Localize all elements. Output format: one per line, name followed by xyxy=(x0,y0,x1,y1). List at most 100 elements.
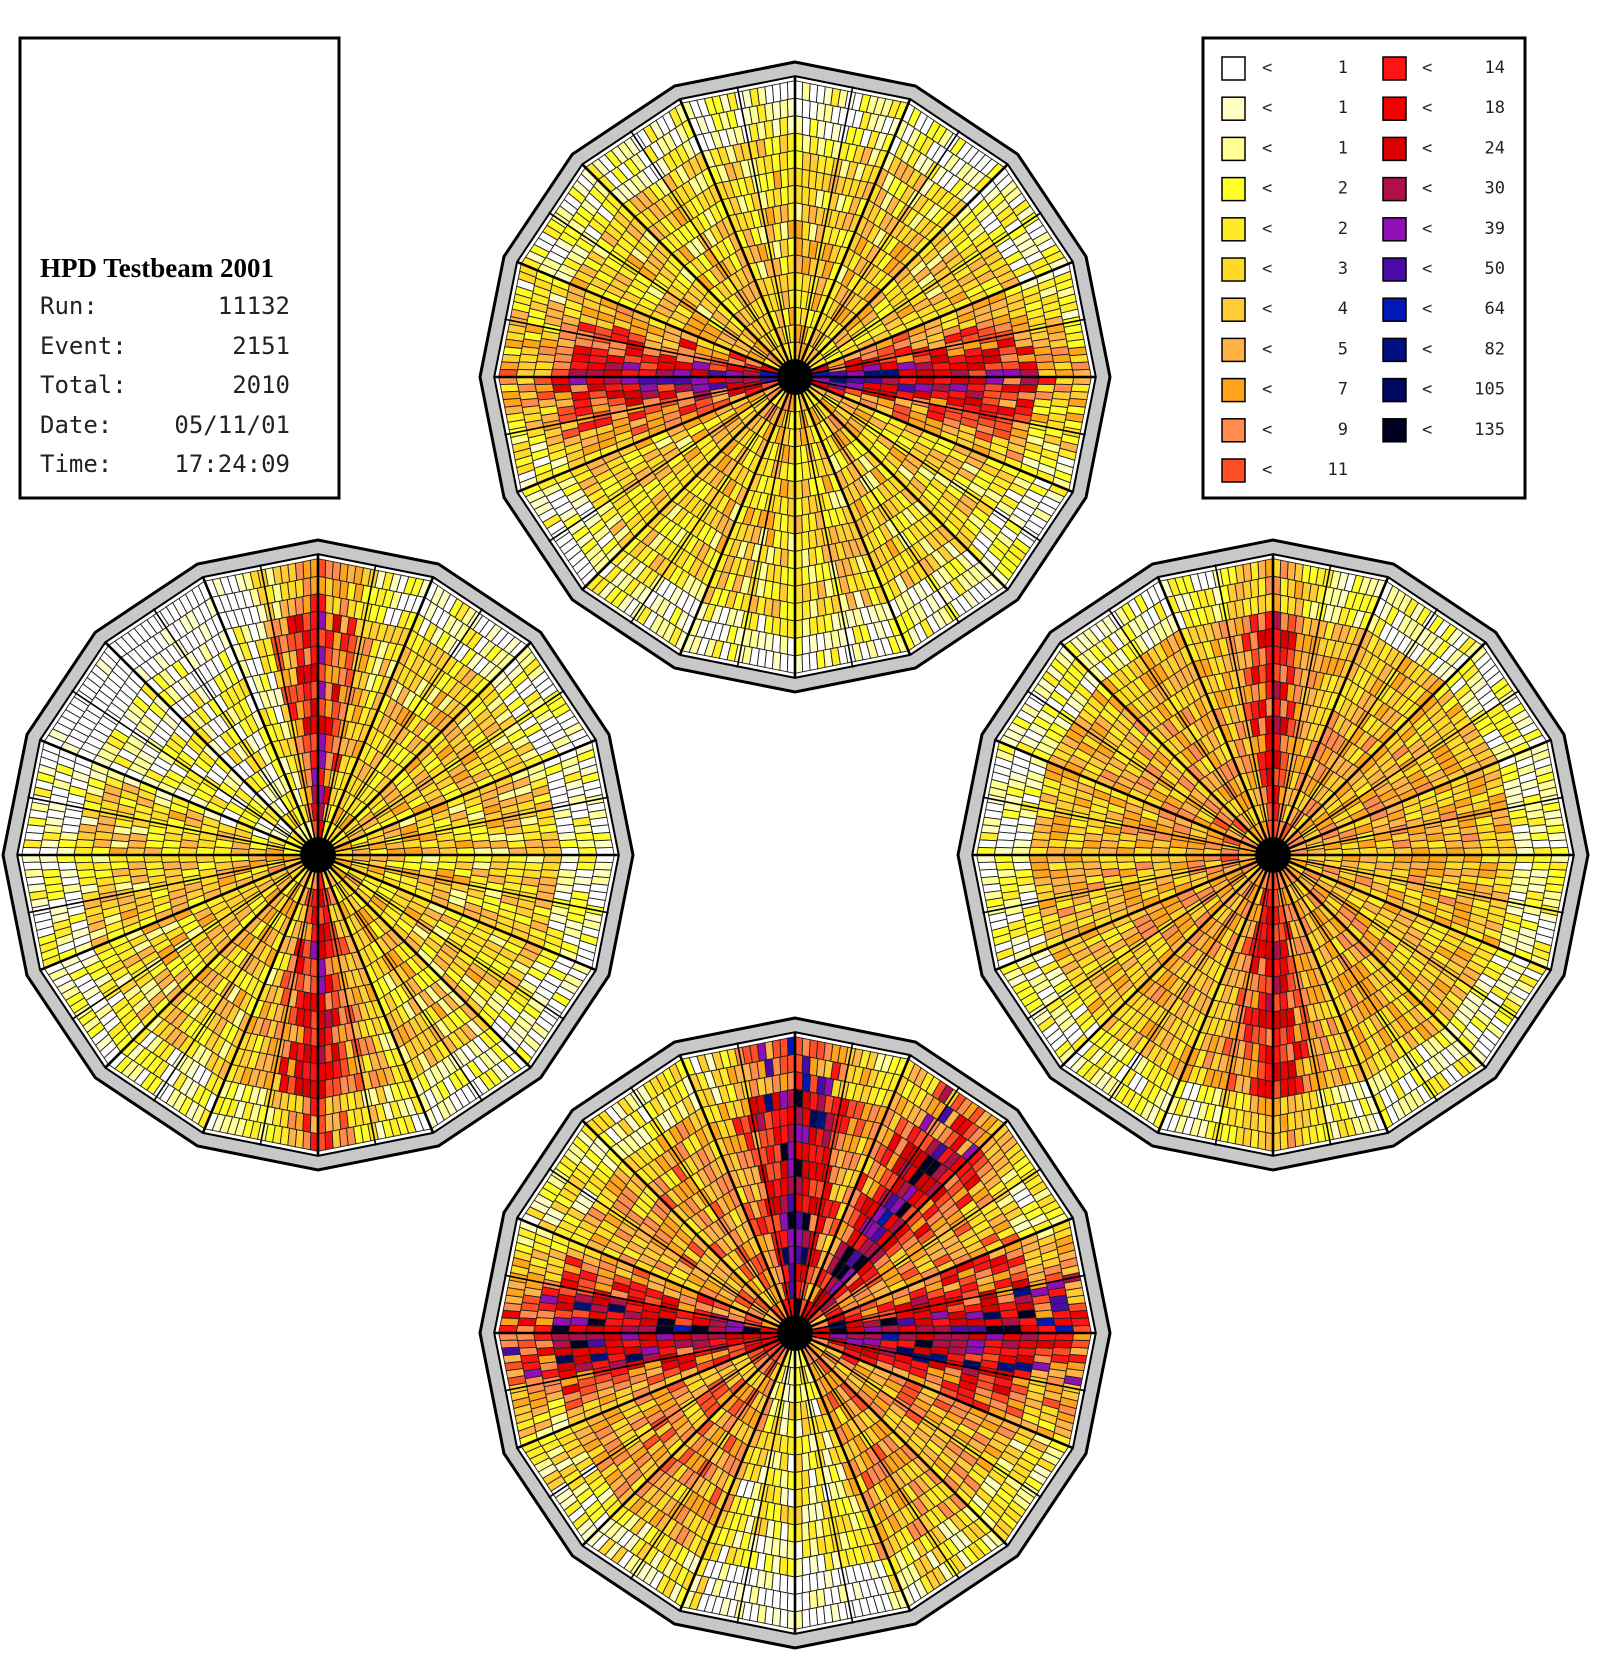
pixel-cell xyxy=(109,839,130,849)
legend-swatch xyxy=(1221,217,1246,242)
pixel-cell xyxy=(801,81,811,102)
pixel-cell xyxy=(1051,390,1072,401)
pixel-cell xyxy=(779,635,789,655)
run-info-panel: HPD Testbeam 2001 Run: 11132 Event: 2151… xyxy=(18,36,341,500)
pixel-cell xyxy=(144,839,165,849)
legend-symbol: < xyxy=(1422,420,1432,440)
pixel-cell xyxy=(1012,839,1033,849)
pixel-cell xyxy=(454,861,475,871)
pixel-cell xyxy=(1047,838,1068,849)
info-title: HPD Testbeam 2001 xyxy=(40,253,274,283)
legend-value: 39 xyxy=(1485,219,1505,239)
pixel-cell xyxy=(179,839,199,849)
pixel-cell xyxy=(983,383,1004,393)
pixel-cell xyxy=(1257,577,1267,597)
legend-value: 18 xyxy=(1485,98,1505,118)
info-label-run: Run: xyxy=(40,292,98,320)
pixel-cell xyxy=(656,361,676,371)
legend-swatch xyxy=(1221,176,1246,202)
pixel-cell xyxy=(638,361,659,371)
pixel-cell xyxy=(1053,361,1073,371)
pixel-cell xyxy=(517,383,537,393)
pixel-cell xyxy=(324,681,334,702)
pixel-cell xyxy=(294,1129,305,1149)
pixel-cell xyxy=(779,548,789,568)
info-label-event: Event: xyxy=(40,332,127,360)
pixel-cell xyxy=(604,361,624,371)
pixel-cell xyxy=(74,838,95,849)
info-label-date: Date: xyxy=(40,411,112,439)
pixel-cell xyxy=(324,611,335,632)
legend-swatch xyxy=(1382,418,1407,443)
legend-value: 1 xyxy=(1338,138,1348,158)
pixel-cell xyxy=(1064,839,1085,849)
pixel-cell xyxy=(801,151,812,172)
legend-value: 2 xyxy=(1338,219,1348,239)
legend-symbol: < xyxy=(1262,98,1272,118)
legend-swatch xyxy=(1382,176,1407,202)
info-value-time: 17:24:09 xyxy=(174,450,290,478)
pixel-cell xyxy=(778,600,789,621)
pixel-cell xyxy=(593,861,614,871)
legend-symbol: < xyxy=(1422,179,1432,199)
pixel-cell xyxy=(779,617,789,638)
legend-symbol: < xyxy=(1422,219,1432,239)
pixel-cell xyxy=(324,629,335,650)
pixel-cell xyxy=(41,831,62,842)
pixel-cell xyxy=(779,530,789,551)
legend-symbol: < xyxy=(1422,98,1432,118)
pixel-cell xyxy=(499,361,520,371)
legend-symbol: < xyxy=(1422,339,1432,359)
pixel-cell xyxy=(1134,839,1154,849)
pixel-cell xyxy=(801,238,811,258)
pixel-cell xyxy=(779,565,789,586)
pixel-cell xyxy=(302,1026,312,1046)
legend-symbol: < xyxy=(1262,259,1272,279)
info-label-time: Time: xyxy=(40,450,112,478)
pixel-cell xyxy=(557,868,577,879)
pixel-cell xyxy=(523,861,544,872)
pixel-cell xyxy=(302,1095,312,1116)
info-value-date: 05/11/01 xyxy=(174,411,290,439)
legend-swatch xyxy=(1382,257,1407,282)
pixel-cell xyxy=(621,361,642,371)
pixel-cell xyxy=(331,561,342,581)
pixel-cell xyxy=(592,868,612,879)
legend-symbol: < xyxy=(1422,138,1432,158)
pixel-cell xyxy=(471,861,492,871)
legend-symbol: < xyxy=(1262,299,1272,319)
pixel-cell xyxy=(558,861,579,871)
info-label-total: Total: xyxy=(40,371,127,399)
pixel-cell xyxy=(801,168,811,189)
pixel-cell xyxy=(40,839,60,849)
detector-group xyxy=(1,60,1590,1650)
legend-symbol: < xyxy=(1422,259,1432,279)
legend-swatch xyxy=(1221,377,1246,403)
legend-swatch xyxy=(1382,217,1407,242)
pixel-cell xyxy=(1099,839,1120,849)
legend-value: 24 xyxy=(1485,138,1505,158)
pixel-cells xyxy=(498,80,1092,674)
pixel-cell xyxy=(1000,383,1021,394)
pixel-cell xyxy=(534,361,555,371)
legend-symbol: < xyxy=(1262,420,1272,440)
legend-swatch xyxy=(1221,96,1246,121)
legend-value: 11 xyxy=(1328,460,1348,480)
pixel-cell xyxy=(779,652,789,673)
pixel-cell xyxy=(801,635,811,655)
legend-value: 2 xyxy=(1338,179,1348,199)
pixel-cell xyxy=(576,861,596,871)
pixel-cell xyxy=(779,99,789,119)
pixel-cell xyxy=(324,646,334,667)
pixel-cell xyxy=(771,616,782,636)
legend-value: 30 xyxy=(1485,179,1505,199)
pixel-cell xyxy=(302,974,312,994)
pixel-cell xyxy=(801,133,812,154)
pixel-cell xyxy=(574,868,595,879)
pixel-cell xyxy=(518,353,539,364)
pixel-cell xyxy=(302,577,312,597)
pixel-cell xyxy=(331,596,342,616)
pixel-cell xyxy=(1069,390,1089,401)
legend-value: 7 xyxy=(1338,380,1348,400)
